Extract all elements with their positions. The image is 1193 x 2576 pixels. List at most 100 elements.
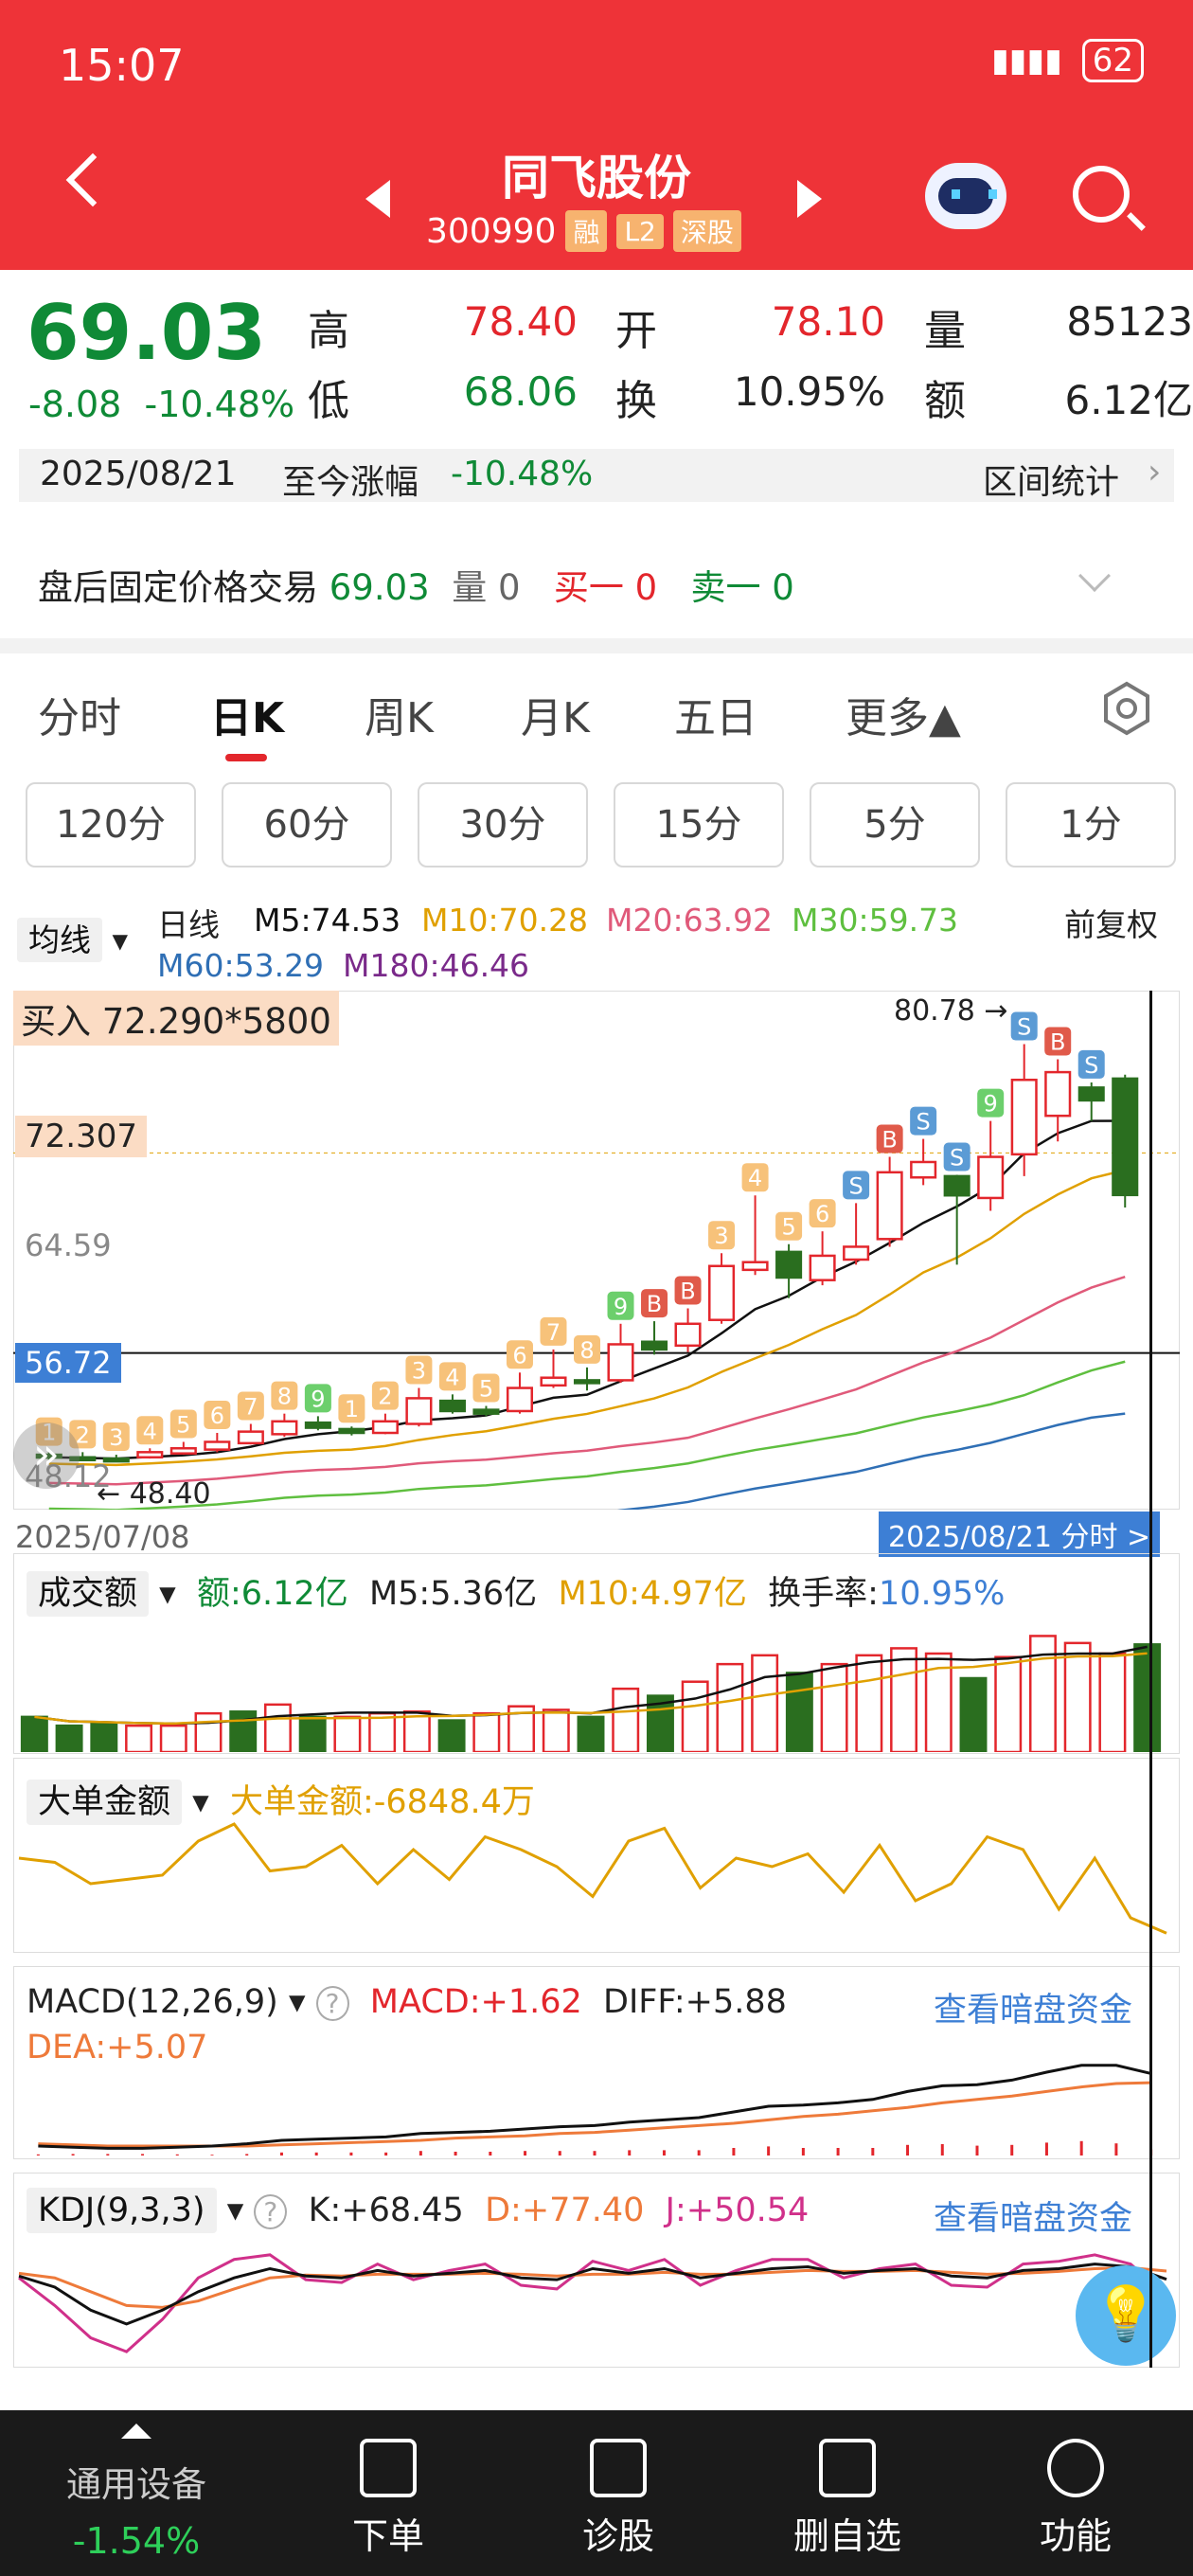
volume-bar (333, 1715, 362, 1752)
prev-stock-icon[interactable] (365, 180, 390, 218)
signal-marker (304, 1384, 331, 1413)
order-button[interactable]: 下单 (294, 2410, 483, 2576)
candle (977, 1155, 1005, 1200)
kline-chart-frame[interactable] (13, 991, 1180, 1510)
price-change: -8.08 -10.48% (28, 384, 295, 425)
signal-marker-label: 6 (210, 1403, 224, 1429)
volume-bar (229, 1710, 258, 1752)
buy1-value: 0 (634, 567, 658, 608)
macd-chart (36, 2064, 1153, 2156)
chevron-right-icon: › (1148, 453, 1162, 492)
signal-marker (338, 1394, 365, 1423)
candle (540, 1376, 567, 1387)
amount-label: 额 (924, 377, 966, 425)
tab-fenshi[interactable]: 分时 (38, 694, 121, 742)
remove-watchlist-icon (819, 2439, 876, 2497)
tab-five-day[interactable]: 五日 (674, 694, 757, 742)
tab-week-k[interactable]: 周K (365, 694, 434, 742)
volume-bar (125, 1724, 153, 1752)
since-label: 至今涨幅 (282, 463, 419, 502)
period-1m[interactable]: 1分 (1006, 782, 1176, 868)
volume-selector[interactable]: 成交额 (27, 1571, 150, 1617)
dea-line (38, 2081, 1151, 2148)
tab-more[interactable]: 更多▲ (846, 694, 961, 742)
candle (1077, 1086, 1105, 1102)
tip-bulb-icon[interactable]: 💡 (1076, 2265, 1176, 2366)
search-icon[interactable] (1073, 166, 1130, 223)
volume-bar (90, 1723, 118, 1752)
signal-marker (472, 1373, 500, 1403)
signal-marker (204, 1401, 231, 1429)
range-stats-link[interactable]: 区间统计 (983, 463, 1120, 502)
stock-name: 同飞股份 (502, 151, 691, 206)
kdj-header: KDJ(9,3,3) ▾ ? K:+68.45 D:+77.40 J:+50.5… (27, 2188, 810, 2233)
signal-marker-label: 1 (345, 1396, 359, 1422)
help-icon[interactable]: ? (315, 1986, 349, 2021)
signal-marker (237, 1391, 264, 1421)
settings-icon[interactable] (1098, 680, 1155, 737)
signal-marker-label: 4 (748, 1165, 762, 1191)
function-button[interactable]: 功能 (981, 2410, 1170, 2576)
signal-marker-label: 7 (243, 1394, 258, 1421)
divider (0, 638, 1193, 653)
next-stock-icon[interactable] (797, 180, 822, 218)
kdj-selector[interactable]: KDJ(9,3,3) (27, 2188, 217, 2233)
volume-bar (1133, 1643, 1162, 1752)
tab-day-k[interactable]: 日K (210, 694, 285, 742)
after-hours-row[interactable]: 盘后固定价格交易 69.03 量 0 买一 0 卖一 0 (38, 559, 794, 610)
order-label: 下单 (351, 2515, 424, 2557)
candle (237, 1430, 264, 1445)
macd-panel[interactable] (13, 1966, 1180, 2159)
dark-pool-link[interactable]: 查看暗盘资金 (934, 1992, 1133, 2030)
volume-bar (542, 1708, 570, 1752)
volume-panel[interactable] (13, 1553, 1180, 1754)
chart-tabs: 分时 日K 周K 月K 五日 更多▲ (0, 663, 1193, 767)
macd-selector[interactable]: MACD(12,26,9) (27, 1983, 278, 2021)
signal-marker (69, 1420, 97, 1449)
range-bar[interactable]: 2025/08/21 至今涨幅 -10.48% 区间统计 › (19, 449, 1174, 502)
signal-marker-label: 9 (311, 1386, 325, 1412)
help-icon[interactable]: ? (254, 2194, 288, 2229)
signal-marker (843, 1171, 870, 1200)
sector-info[interactable]: 通用设备 -1.54% (42, 2410, 231, 2576)
volume-bar (855, 1654, 883, 1752)
kdj-panel[interactable] (13, 2173, 1180, 2368)
volume-chart (20, 1635, 1162, 1752)
signal-marker (1010, 1011, 1038, 1041)
candle (169, 1447, 197, 1455)
crosshair-date-label[interactable]: 2025/08/21 分时 > (879, 1512, 1161, 1557)
candle (438, 1399, 466, 1413)
signal-marker-label: 8 (579, 1337, 594, 1364)
signal-marker-label: 5 (781, 1214, 795, 1241)
crosshair-vertical (1149, 991, 1152, 2368)
signal-marker (405, 1355, 433, 1385)
period-5m[interactable]: 5分 (810, 782, 980, 868)
remove-watchlist-button[interactable]: 删自选 (753, 2410, 942, 2576)
sell1-label: 卖一 (690, 567, 761, 608)
dark-pool-link-2[interactable]: 查看暗盘资金 (934, 2200, 1133, 2238)
status-time: 15:07 (59, 40, 185, 91)
volume-bar (577, 1715, 605, 1752)
diff-value: DIFF:+5.88 (603, 1983, 787, 2021)
period-30m[interactable]: 30分 (418, 782, 588, 868)
assistant-robot-icon[interactable] (925, 163, 1006, 229)
period-120m[interactable]: 120分 (26, 782, 196, 868)
expand-sidebar-icon[interactable]: » (13, 1422, 80, 1489)
big-order-selector[interactable]: 大单金额 (27, 1780, 183, 1825)
signal-marker (35, 1417, 62, 1446)
candle (136, 1451, 164, 1459)
period-60m[interactable]: 60分 (222, 782, 392, 868)
j-value: J:+50.54 (665, 2191, 810, 2229)
y-label-64: 64.59 (25, 1227, 112, 1263)
tab-month-k[interactable]: 月K (521, 694, 590, 742)
ma-selector[interactable]: 均线 ▾ (17, 915, 128, 962)
diagnose-button[interactable]: 诊股 (524, 2410, 713, 2576)
big-order-panel[interactable] (13, 1758, 1180, 1953)
diagnose-label: 诊股 (581, 2515, 654, 2557)
high-value: 78.40 (463, 298, 578, 345)
signal-marker (876, 1124, 903, 1154)
period-15m[interactable]: 15分 (614, 782, 784, 868)
signal-marker-label: 1 (42, 1420, 56, 1446)
price-adjust-mode[interactable]: 前复权 (1064, 906, 1158, 943)
